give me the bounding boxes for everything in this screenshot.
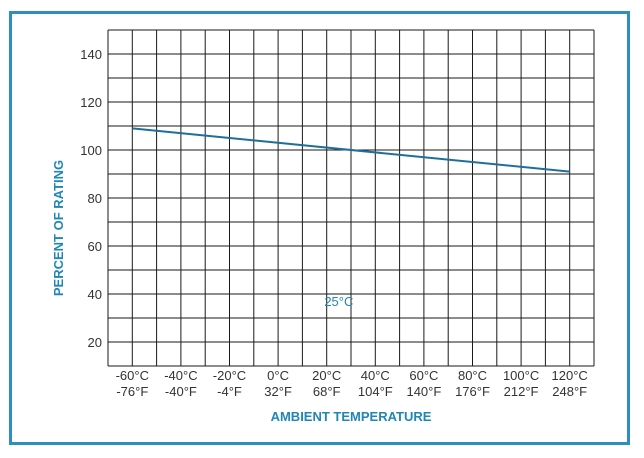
x-axis-title: AMBIENT TEMPERATURE — [271, 409, 432, 424]
x-tick-label-celsius: 40°C — [361, 368, 390, 383]
x-tick-label-celsius: -60°C — [116, 368, 149, 383]
x-tick-label-celsius: -20°C — [213, 368, 246, 383]
chart-frame — [9, 11, 630, 445]
annotations: 25°C — [324, 294, 353, 309]
x-tick-label-celsius: 120°C — [552, 368, 588, 383]
x-tick-label-celsius: 20°C — [312, 368, 341, 383]
y-tick-label: 140 — [80, 47, 102, 62]
y-axis-title: PERCENT OF RATING — [51, 160, 66, 296]
series-line — [132, 127, 570, 173]
y-tick-label: 40 — [88, 287, 102, 302]
x-axis-ticks: -60°C-76°F -40°C-40°F -20°C-4°F 0°C32°F 20°C… — [116, 368, 588, 399]
x-tick-label-fahrenheit: 68°F — [313, 384, 341, 399]
x-tick-label-fahrenheit: -40°F — [165, 384, 197, 399]
series — [132, 127, 570, 173]
x-tick-label-celsius: 80°C — [458, 368, 487, 383]
x-tick-label-fahrenheit: 140°F — [406, 384, 441, 399]
y-tick-label: 60 — [88, 239, 102, 254]
x-tick-label-fahrenheit: -76°F — [116, 384, 148, 399]
y-tick-label: 120 — [80, 95, 102, 110]
x-tick-label-fahrenheit: 176°F — [455, 384, 490, 399]
x-tick-label-fahrenheit: -4°F — [217, 384, 242, 399]
annotation-label: 25°C — [324, 294, 353, 309]
x-tick-label-fahrenheit: 248°F — [552, 384, 587, 399]
y-axis-ticks: 20 40 60 80 100 120 140 — [80, 47, 102, 350]
y-tick-label: 80 — [88, 191, 102, 206]
x-tick-label-fahrenheit: 32°F — [264, 384, 292, 399]
x-tick-label-fahrenheit: 212°F — [504, 384, 539, 399]
x-tick-label-celsius: -40°C — [164, 368, 197, 383]
y-tick-label: 100 — [80, 143, 102, 158]
x-tick-label-fahrenheit: 104°F — [358, 384, 393, 399]
x-tick-label-celsius: 60°C — [409, 368, 438, 383]
y-tick-label: 20 — [88, 335, 102, 350]
grid — [107, 29, 595, 367]
x-tick-label-celsius: 0°C — [267, 368, 289, 383]
x-tick-label-celsius: 100°C — [503, 368, 539, 383]
